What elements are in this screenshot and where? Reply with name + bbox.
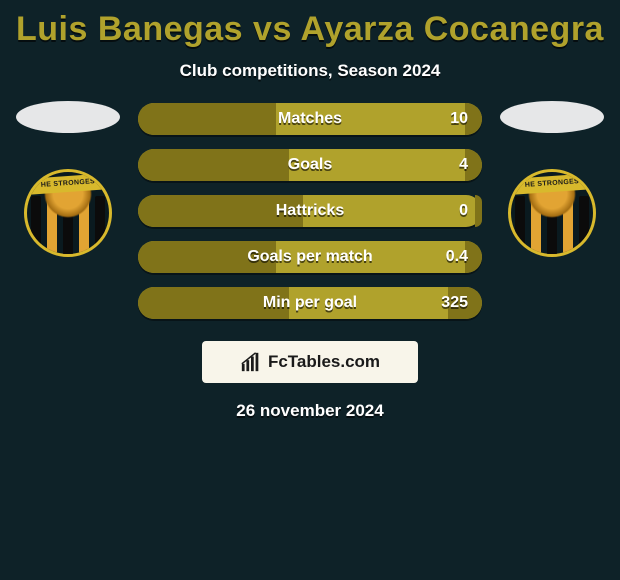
stripe	[515, 196, 525, 257]
stat-bar: Hattricks0	[138, 195, 482, 227]
stats-column: Matches10 Goals4 Hattricks0 Goals per match…	[138, 101, 482, 319]
stat-label: Min per goal	[138, 294, 482, 312]
stat-value-right: 10	[450, 110, 468, 128]
stat-label: Goals per match	[138, 248, 482, 266]
stripe	[95, 196, 105, 257]
stat-bar: Matches10	[138, 103, 482, 135]
left-team-badge: HE STRONGES	[24, 169, 112, 257]
stat-value-right: 0.4	[446, 248, 468, 266]
stripe	[31, 196, 41, 257]
right-team-badge: HE STRONGES	[508, 169, 596, 257]
stat-value-right: 0	[459, 202, 468, 220]
stat-label: Matches	[138, 110, 482, 128]
main-row: HE STRONGES Matches10 Goals4 Hattricks0 Goa…	[0, 101, 620, 319]
stat-bar: Goals4	[138, 149, 482, 181]
page-title: Luis Banegas vs Ayarza Cocanegra	[0, 6, 620, 51]
right-player-col: HE STRONGES	[500, 101, 604, 257]
stat-label: Goals	[138, 156, 482, 174]
bars-icon	[240, 351, 262, 373]
datestamp: 26 november 2024	[0, 383, 620, 421]
stat-bar: Min per goal325	[138, 287, 482, 319]
stat-bar: Goals per match0.4	[138, 241, 482, 273]
stat-value-right: 325	[441, 294, 468, 312]
subtitle: Club competitions, Season 2024	[0, 51, 620, 101]
stripe	[579, 196, 589, 257]
brand-text: FcTables.com	[268, 352, 380, 372]
left-player-col: HE STRONGES	[16, 101, 120, 257]
left-player-avatar-placeholder	[16, 101, 120, 133]
right-player-avatar-placeholder	[500, 101, 604, 133]
brand-box[interactable]: FcTables.com	[202, 341, 418, 383]
comparison-card: Luis Banegas vs Ayarza Cocanegra Club co…	[0, 0, 620, 421]
stat-label: Hattricks	[138, 202, 482, 220]
stat-value-right: 4	[459, 156, 468, 174]
